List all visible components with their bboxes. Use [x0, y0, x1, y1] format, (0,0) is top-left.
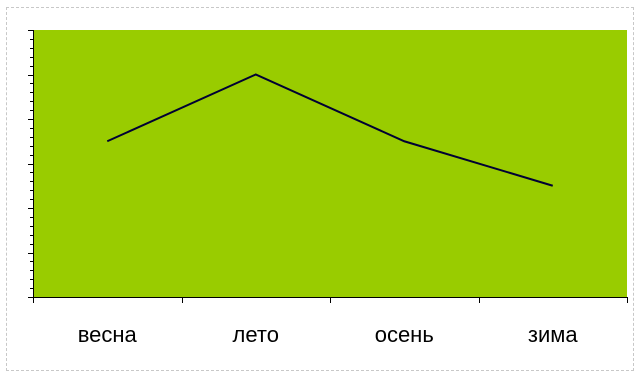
x-tick-label: весна	[78, 322, 138, 347]
x-axis	[33, 297, 628, 303]
series-layer	[106, 73, 554, 187]
plot-area	[33, 30, 627, 297]
y-axis	[28, 30, 34, 298]
x-tick-labels: весна лето осень зима	[78, 322, 579, 347]
x-tick-label: осень	[375, 322, 434, 347]
x-tick-label: зима	[528, 322, 579, 347]
series-line	[106, 73, 554, 187]
x-tick-label: лето	[233, 322, 279, 347]
